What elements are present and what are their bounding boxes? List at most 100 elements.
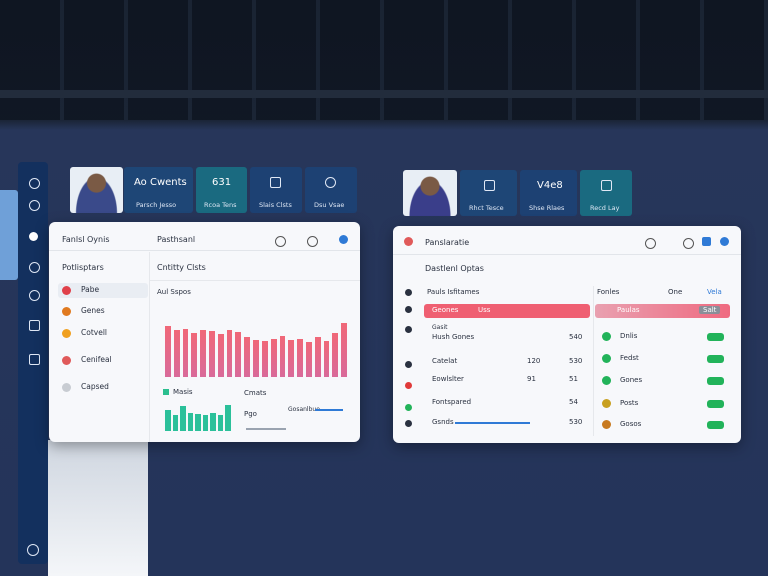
left-panel: Fanlsl Oynis Pasthsanl Potlisptars Cntit… xyxy=(49,222,360,442)
column-header: Vela xyxy=(707,288,722,296)
header-icon[interactable] xyxy=(645,238,656,249)
table-cell: 540 xyxy=(569,333,583,341)
mini-title: Masis xyxy=(173,388,193,396)
highlight-text: Uss xyxy=(478,306,491,314)
tile-caption: Parsch Jesso xyxy=(136,201,177,209)
chart-title: Cntitty Clsts xyxy=(157,263,206,272)
mini-bar xyxy=(217,414,224,431)
row-icon xyxy=(405,361,412,368)
sidebar-icon[interactable] xyxy=(29,200,40,211)
tile-caption: Rcoa Tens xyxy=(204,201,237,209)
list-item[interactable]: Capsed xyxy=(81,382,109,391)
sidebar-icon[interactable] xyxy=(29,320,40,331)
tile-caption: Rhct Tesce xyxy=(469,204,504,212)
section-title: Potlisptars xyxy=(62,263,104,272)
bar xyxy=(261,340,268,377)
tab[interactable]: Pasthsanl xyxy=(157,235,196,244)
panel-title: Fanlsl Oynis xyxy=(62,235,110,244)
header-icon[interactable] xyxy=(275,236,286,247)
sidebar xyxy=(18,162,48,564)
list-item: Fedst xyxy=(620,354,639,362)
sidebar-icon[interactable] xyxy=(29,354,40,365)
slider[interactable] xyxy=(315,409,343,411)
divider xyxy=(593,286,594,436)
tile-caption: Dsu Vsae xyxy=(314,201,345,209)
list-item[interactable]: Cotvell xyxy=(81,328,107,337)
tile-title: Ao Cwents xyxy=(134,177,187,188)
sidebar-icon[interactable] xyxy=(29,232,38,241)
row-icon xyxy=(405,306,412,313)
tile[interactable]: V4e8 Shse Rlaes xyxy=(520,170,577,216)
bar xyxy=(226,329,233,377)
tile[interactable]: Rhct Tesce xyxy=(460,170,517,216)
avatar[interactable] xyxy=(403,170,457,216)
sidebar-icon[interactable] xyxy=(29,178,40,189)
label: Cmats xyxy=(244,389,267,397)
toggle[interactable] xyxy=(707,377,724,385)
sidebar-icon[interactable] xyxy=(29,262,40,273)
list-item[interactable]: Pabe xyxy=(81,285,100,294)
row-icon xyxy=(405,420,412,427)
item-icon xyxy=(62,286,71,295)
side-tab xyxy=(0,190,18,280)
header-icon[interactable] xyxy=(702,237,711,246)
list-item[interactable]: Genes xyxy=(81,306,105,315)
list-item: Gosos xyxy=(620,420,642,428)
header-icon[interactable] xyxy=(339,235,348,244)
bar xyxy=(182,328,189,377)
tile[interactable]: 631 Rcoa Tens xyxy=(196,167,247,213)
list-icon xyxy=(602,332,611,341)
toggle[interactable] xyxy=(707,400,724,408)
table-cell: 530 xyxy=(569,418,583,426)
toggle[interactable] xyxy=(707,355,724,363)
selected-row xyxy=(58,283,148,298)
sidebar-icon[interactable] xyxy=(29,290,40,301)
tile[interactable]: Dsu Vsae xyxy=(305,167,357,213)
highlight-row[interactable]: Geones Uss xyxy=(424,304,590,318)
header-icon[interactable] xyxy=(683,238,694,249)
item-icon xyxy=(62,329,71,338)
header-icon[interactable] xyxy=(307,236,318,247)
list-item: Dnlis xyxy=(620,332,638,340)
bar xyxy=(297,338,303,377)
mini-bar xyxy=(172,415,179,431)
table-cell: 91 xyxy=(527,375,536,383)
list-item: Gones xyxy=(620,376,643,384)
toggle[interactable] xyxy=(707,421,724,429)
mini-bar xyxy=(180,406,186,431)
row-icon xyxy=(405,326,412,333)
tile-icon xyxy=(325,177,336,188)
table-cell: 530 xyxy=(569,357,583,365)
group-label: Gasit xyxy=(432,324,448,331)
list-item[interactable]: Cenifeal xyxy=(81,355,112,364)
item-icon xyxy=(62,307,71,316)
table-cell: 51 xyxy=(569,375,578,383)
toggle[interactable] xyxy=(707,333,724,341)
bar xyxy=(209,330,215,377)
bar xyxy=(191,333,198,377)
header-icon[interactable] xyxy=(720,237,729,246)
highlight-text: Paulas xyxy=(617,306,640,314)
tile-icon xyxy=(270,177,281,188)
tile[interactable]: Ao Cwents Parsch Jesso xyxy=(124,167,193,213)
tile[interactable]: Slais Clsts xyxy=(250,167,302,213)
tile-caption: Shse Rlaes xyxy=(529,204,565,212)
sidebar-icon[interactable] xyxy=(27,544,39,556)
highlight-row[interactable]: Paulas Salt xyxy=(595,304,730,318)
bar xyxy=(217,334,224,377)
bar xyxy=(244,337,251,377)
slider[interactable] xyxy=(246,428,286,430)
table-cell: Catelat xyxy=(432,357,458,365)
tile-icon xyxy=(601,180,612,191)
table-cell: Eowlslter xyxy=(432,375,464,383)
divider xyxy=(149,252,150,442)
tile[interactable]: Recd Lay xyxy=(580,170,632,216)
panel-title: Panslaratie xyxy=(425,238,470,247)
bar xyxy=(341,323,347,377)
glow-panel xyxy=(48,440,148,576)
list-icon xyxy=(602,399,611,408)
bar xyxy=(235,331,242,377)
avatar[interactable] xyxy=(70,167,123,213)
bar xyxy=(288,339,295,377)
